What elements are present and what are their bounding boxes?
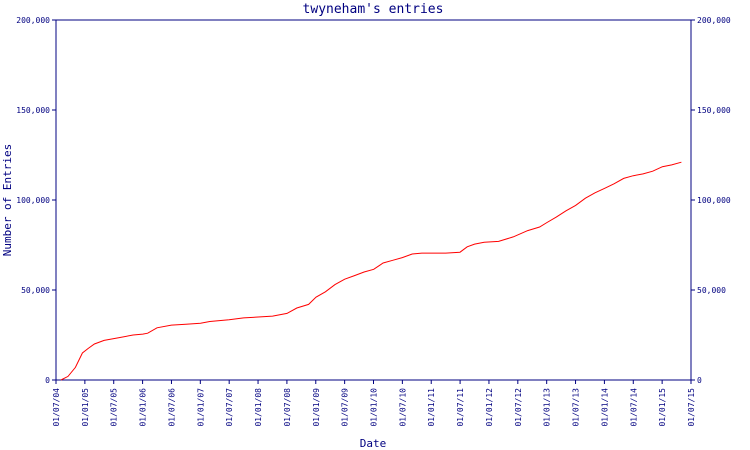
x-tick-label: 01/01/07 (196, 388, 205, 427)
x-tick-label: 01/07/05 (110, 388, 119, 427)
y-tick-label-right: 100,000 (697, 196, 731, 205)
x-tick-label: 01/01/05 (81, 388, 90, 427)
x-tick-label: 01/01/12 (485, 388, 494, 427)
y-tick-label-left: 100,000 (16, 196, 50, 205)
y-axis-label: Number of Entries (1, 144, 14, 257)
x-tick-label: 01/01/06 (139, 388, 148, 427)
y-tick-label-left: 0 (45, 376, 50, 385)
x-tick-label: 01/07/15 (687, 388, 696, 427)
x-tick-label: 01/07/06 (167, 388, 176, 427)
x-tick-label: 01/07/07 (225, 388, 234, 427)
x-tick-label: 01/01/15 (658, 388, 667, 427)
x-tick-label: 01/07/14 (629, 388, 638, 427)
x-tick-label: 01/07/10 (398, 388, 407, 427)
x-tick-label: 01/07/04 (52, 388, 61, 427)
chart-title: twyneham's entries (303, 2, 444, 17)
y-tick-label-right: 0 (697, 376, 702, 385)
x-tick-label: 01/01/10 (370, 388, 379, 427)
x-tick-label: 01/07/09 (341, 388, 350, 427)
x-axis-label: Date (360, 437, 387, 450)
y-tick-label-left: 50,000 (21, 286, 50, 295)
y-tick-label-left: 200,000 (16, 16, 50, 25)
y-tick-label-left: 150,000 (16, 106, 50, 115)
x-tick-label: 01/01/08 (254, 388, 263, 427)
x-tick-label: 01/07/08 (283, 388, 292, 427)
plot-area: 0 0 50,000 50,000 100,000 100,000 150,000 150,0… (16, 16, 731, 427)
y-tick-label-right: 200,000 (697, 16, 731, 25)
plot-frame (55, 19, 692, 381)
x-tick-label: 01/07/13 (572, 388, 581, 427)
x-tick-label: 01/01/14 (600, 388, 609, 427)
x-tick-label: 01/07/12 (514, 388, 523, 427)
x-tick-label: 01/01/11 (427, 388, 436, 427)
x-tick-label: 01/01/13 (543, 388, 552, 427)
y-tick-label-right: 50,000 (697, 286, 726, 295)
y-tick-label-right: 150,000 (697, 106, 731, 115)
x-tick-label: 01/07/11 (456, 388, 465, 427)
x-tick-label: 01/01/09 (312, 388, 321, 427)
series-line (60, 161, 682, 381)
